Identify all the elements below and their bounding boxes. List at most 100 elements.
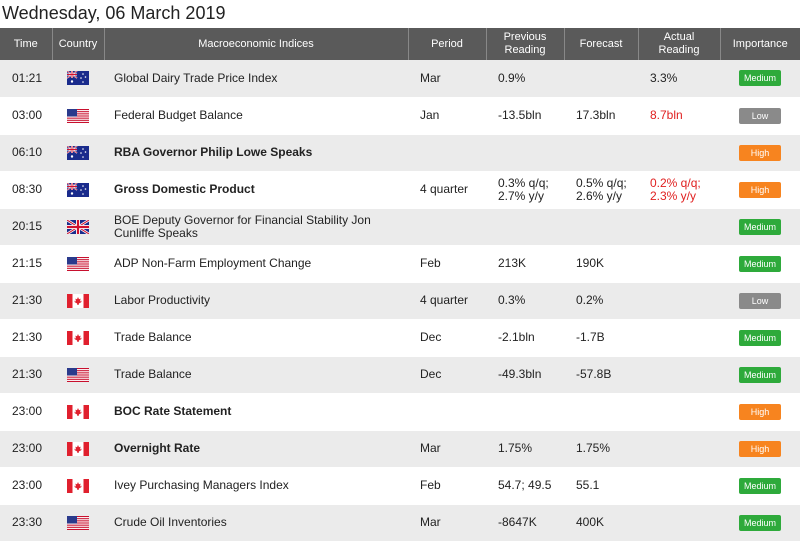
indicator-cell[interactable]: BOC Rate Statement (104, 393, 408, 431)
header-actual[interactable]: Actual Reading (638, 28, 721, 60)
actual-cell (638, 282, 720, 320)
table-row[interactable]: 03:00 Federal Budget Balance Jan -13.5bln 17… (0, 97, 800, 135)
table-row[interactable]: 01:21 Global Dairy Trade Price Index Mar 0.… (0, 60, 800, 98)
importance-cell: High (720, 134, 800, 172)
time-cell: 21:30 (0, 282, 52, 320)
importance-cell: Medium (720, 319, 800, 357)
indicator-cell[interactable]: Trade Balance (104, 356, 408, 394)
table-row[interactable]: 23:30 Crude Oil Inventories Mar -8647K 400K M… (0, 504, 800, 542)
indicator-cell[interactable]: RBA Governor Philip Lowe Speaks (104, 134, 408, 172)
country-cell (52, 171, 104, 209)
country-cell (52, 356, 104, 394)
indicator-cell[interactable]: Labor Productivity (104, 282, 408, 320)
forecast-cell: -57.8B (564, 356, 638, 394)
importance-cell: High (720, 393, 800, 431)
previous-cell: 0.9% (486, 60, 564, 98)
forecast-cell (564, 134, 638, 172)
time-cell: 21:15 (0, 245, 52, 283)
header-country[interactable]: Country (52, 28, 105, 60)
importance-badge: High (739, 181, 781, 198)
time-cell: 20:15 (0, 208, 52, 246)
country-cell (52, 430, 104, 468)
table-row[interactable]: 23:00 Ivey Purchasing Managers Index Feb 54… (0, 467, 800, 505)
actual-cell (638, 467, 720, 505)
indicator-cell[interactable]: Overnight Rate (104, 430, 408, 468)
previous-cell: -13.5bln (486, 97, 564, 135)
previous-cell: 54.7; 49.5 (486, 467, 564, 505)
forecast-cell (564, 208, 638, 246)
table-header-row: Time Country Macroeconomic Indices Perio… (0, 28, 800, 60)
header-period[interactable]: Period (408, 28, 487, 60)
importance-badge: Medium (739, 329, 781, 346)
importance-cell: Medium (720, 245, 800, 283)
previous-cell (486, 134, 564, 172)
importance-badge: Medium (739, 514, 781, 531)
time-cell: 08:30 (0, 171, 52, 209)
previous-cell: -8647K (486, 504, 564, 542)
table-row[interactable]: 23:00 Overnight Rate Mar 1.75% 1.75% High (0, 430, 800, 468)
time-cell: 03:00 (0, 97, 52, 135)
importance-badge: Medium (739, 70, 781, 87)
indicator-cell[interactable]: Ivey Purchasing Managers Index (104, 467, 408, 505)
importance-badge: High (739, 403, 781, 420)
time-cell: 23:00 (0, 393, 52, 431)
country-cell (52, 467, 104, 505)
actual-cell: 8.7bln (638, 97, 720, 135)
indicator-cell[interactable]: Global Dairy Trade Price Index (104, 60, 408, 98)
time-cell: 21:30 (0, 319, 52, 357)
table-row[interactable]: 06:10 RBA Governor Philip Lowe Speaks High (0, 134, 800, 172)
header-time[interactable]: Time (0, 28, 53, 60)
country-cell (52, 60, 104, 98)
indicator-cell[interactable]: Federal Budget Balance (104, 97, 408, 135)
table-row[interactable]: 21:15 ADP Non-Farm Employment Change Feb 21… (0, 245, 800, 283)
country-cell (52, 319, 104, 357)
australia-flag-icon (67, 182, 89, 197)
indicator-cell[interactable]: ADP Non-Farm Employment Change (104, 245, 408, 283)
indicator-cell[interactable]: Crude Oil Inventories (104, 504, 408, 542)
canada-flag-icon (67, 330, 89, 345)
table-row[interactable]: 21:30 Labor Productivity 4 quarter 0.3% 0.2%… (0, 282, 800, 320)
header-forecast[interactable]: Forecast (564, 28, 639, 60)
country-cell (52, 245, 104, 283)
period-cell: Mar (408, 430, 486, 468)
actual-cell (638, 245, 720, 283)
actual-cell (638, 356, 720, 394)
forecast-cell: 55.1 (564, 467, 638, 505)
table-row[interactable]: 21:30 Trade Balance Dec -2.1bln -1.7B Medium (0, 319, 800, 357)
importance-cell: High (720, 171, 800, 209)
us-flag-icon (67, 515, 89, 530)
forecast-cell: 1.75% (564, 430, 638, 468)
forecast-cell: -1.7B (564, 319, 638, 357)
time-cell: 21:30 (0, 356, 52, 394)
importance-cell: Medium (720, 208, 800, 246)
table-row[interactable]: 08:30 Gross Domestic Product 4 quarter 0.3%… (0, 171, 800, 209)
previous-cell: -2.1bln (486, 319, 564, 357)
table-row[interactable]: 23:00 BOC Rate Statement High (0, 393, 800, 431)
economic-calendar-table: Time Country Macroeconomic Indices Perio… (0, 28, 800, 542)
period-cell: Dec (408, 356, 486, 394)
previous-cell: 0.3% (486, 282, 564, 320)
table-row[interactable]: 20:15 BOE Deputy Governor for Financial S… (0, 208, 800, 246)
header-indices[interactable]: Macroeconomic Indices (104, 28, 409, 60)
importance-cell: Medium (720, 60, 800, 98)
period-cell: 4 quarter (408, 171, 486, 209)
country-cell (52, 134, 104, 172)
period-cell (408, 134, 486, 172)
us-flag-icon (67, 108, 89, 123)
actual-cell (638, 504, 720, 542)
header-previous[interactable]: Previous Reading (486, 28, 565, 60)
indicator-cell[interactable]: Gross Domestic Product (104, 171, 408, 209)
actual-cell (638, 319, 720, 357)
importance-badge: High (739, 440, 781, 457)
importance-badge: Medium (739, 218, 781, 235)
indicator-cell[interactable]: Trade Balance (104, 319, 408, 357)
table-row[interactable]: 21:30 Trade Balance Dec -49.3bln -57.8B Mediu… (0, 356, 800, 394)
time-cell: 23:00 (0, 430, 52, 468)
indicator-cell[interactable]: BOE Deputy Governor for Financial Stabil… (104, 208, 408, 246)
us-flag-icon (67, 367, 89, 382)
header-importance[interactable]: Importance (720, 28, 800, 60)
importance-badge: High (739, 144, 781, 161)
actual-cell (638, 208, 720, 246)
period-cell: Jan (408, 97, 486, 135)
actual-cell: 0.2% q/q; 2.3% y/y (638, 171, 720, 209)
